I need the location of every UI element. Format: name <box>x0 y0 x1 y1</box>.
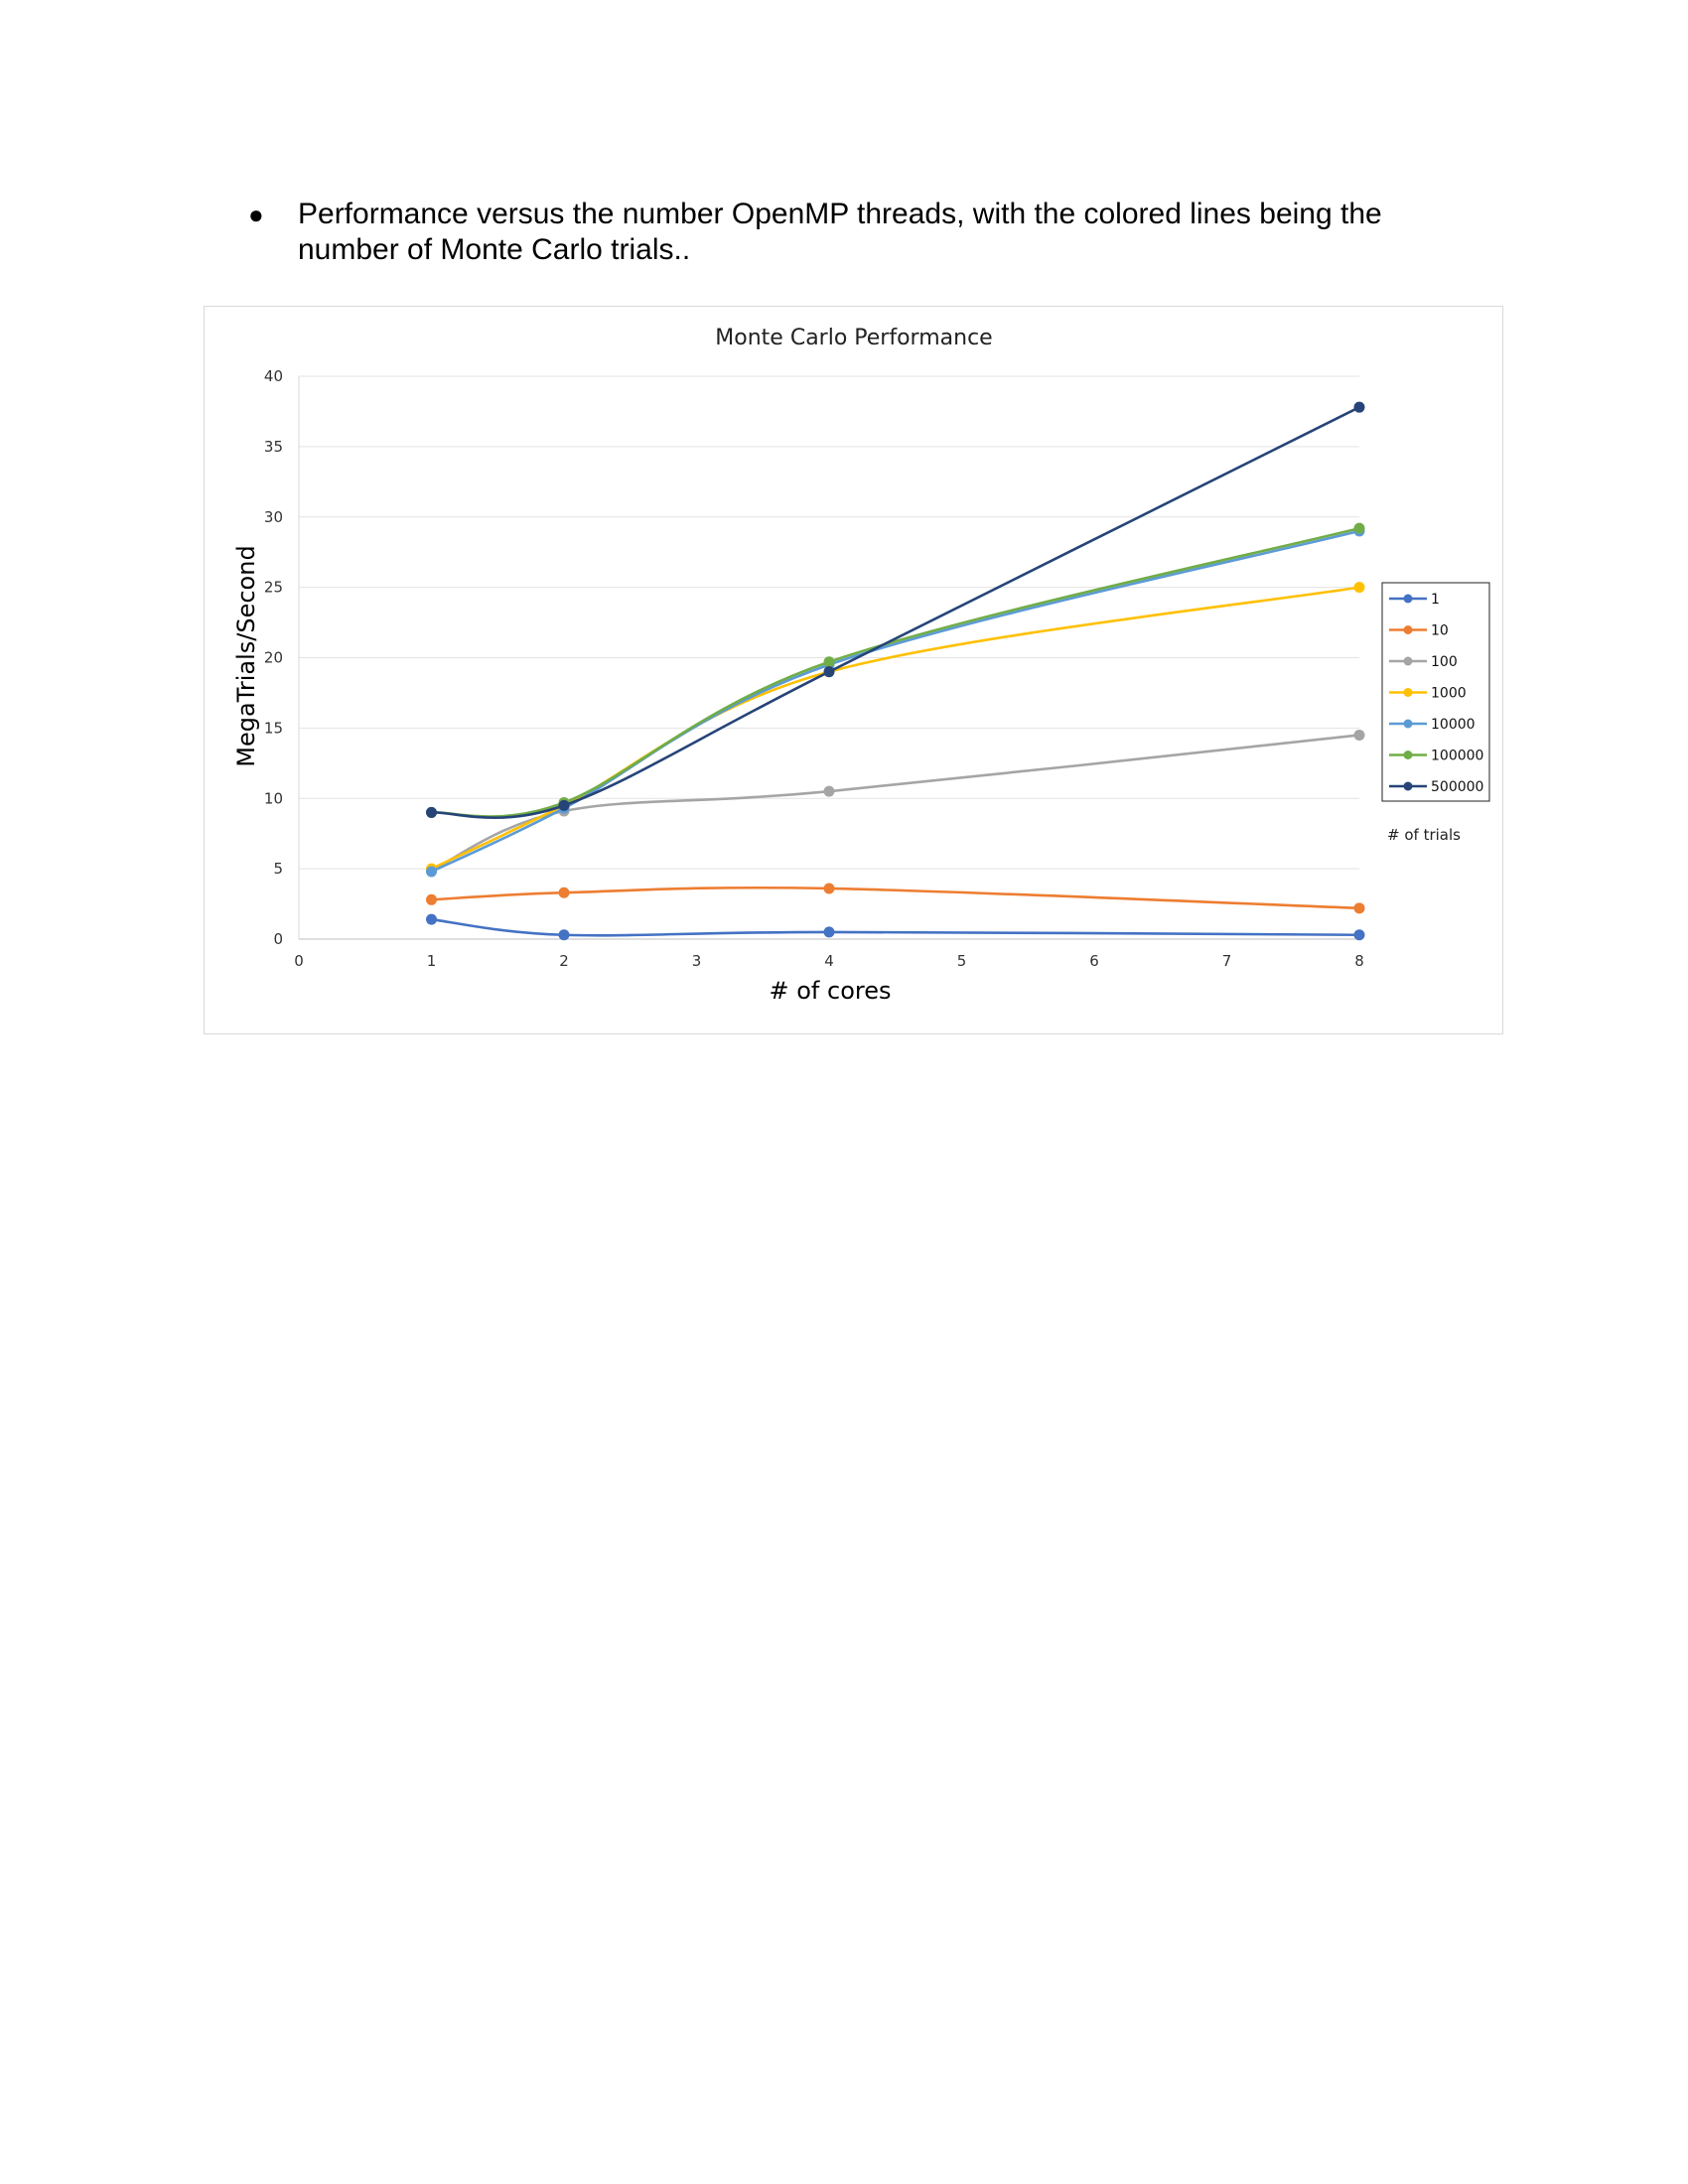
data-point <box>558 887 570 898</box>
series-line <box>431 406 1360 819</box>
legend-marker <box>1403 781 1413 791</box>
series-line <box>431 886 1360 910</box>
data-point <box>823 926 835 938</box>
legend-item: 100000 <box>1389 749 1483 764</box>
x-tick-label: 1 <box>427 952 437 970</box>
legend-label: 10000 <box>1431 717 1476 733</box>
y-tick-label: 15 <box>264 719 283 737</box>
y-tick-label: 20 <box>264 649 283 667</box>
grid <box>299 375 1359 940</box>
data-point <box>426 893 437 905</box>
data-point <box>558 799 570 811</box>
x-tick-label: 8 <box>1354 952 1364 970</box>
series-line <box>430 529 1360 874</box>
series-line <box>431 526 1360 818</box>
series-500000 <box>426 401 1365 819</box>
legend-item: 1 <box>1389 592 1440 608</box>
data-point <box>558 929 570 941</box>
data-point <box>1353 902 1365 914</box>
data-point <box>426 866 437 878</box>
series-line <box>430 734 1360 872</box>
data-point <box>1353 582 1365 594</box>
axes: 0 5 10 15 20 25 30 35 40 0 1 2 3 4 5 6 7 8 <box>264 367 1364 970</box>
legend-label: 10 <box>1431 623 1449 639</box>
data-point <box>823 656 835 668</box>
x-tick-label: 3 <box>692 952 702 970</box>
data-point <box>426 806 437 818</box>
legend-marker <box>1403 656 1413 666</box>
data-point <box>1353 401 1365 413</box>
legend-marker <box>1403 719 1413 729</box>
series-10 <box>426 883 1365 914</box>
y-tick-label: 5 <box>273 860 283 878</box>
legend-marker <box>1403 594 1413 604</box>
data-point <box>1353 522 1365 534</box>
legend-title: # of trials <box>1387 826 1461 844</box>
series-10000 <box>426 525 1365 878</box>
legend-item: 1000 <box>1389 686 1467 702</box>
legend-marker <box>1403 751 1413 759</box>
x-tick-label: 5 <box>957 952 967 970</box>
data-point <box>823 666 835 678</box>
y-tick-label: 0 <box>273 930 283 948</box>
line-chart: Monte Carlo Performance 0510152025303540… <box>232 326 1490 1005</box>
chart-frame: Monte Carlo Performance 0 5 10 15 20 25 30 35 40… <box>204 306 1503 1034</box>
y-tick-label: 35 <box>264 438 283 456</box>
legend-label: 100 <box>1431 654 1458 670</box>
bullet-text: Performance versus the number OpenMP thr… <box>298 198 1382 266</box>
x-tick-label: 7 <box>1222 952 1232 970</box>
y-tick-label: 25 <box>264 579 283 597</box>
data-point <box>1353 729 1365 741</box>
legend: 1 10 100 1000 10000 100000 500000 <box>1381 582 1490 802</box>
series-line <box>430 586 1360 871</box>
data-point <box>823 883 835 894</box>
y-tick-label: 10 <box>264 789 283 807</box>
x-tick-label: 6 <box>1089 952 1099 970</box>
legend-label: 500000 <box>1431 779 1483 795</box>
legend-item: 500000 <box>1389 779 1483 795</box>
legend-marker <box>1403 688 1413 697</box>
legend-item: 100 <box>1389 654 1458 670</box>
y-axis-label: MegaTrials/Second <box>232 545 260 766</box>
series-group <box>426 401 1365 941</box>
y-tick-label: 30 <box>264 508 283 526</box>
series-line <box>431 917 1360 937</box>
series-1 <box>426 913 1365 941</box>
x-tick-label: 4 <box>824 952 834 970</box>
y-tick-label: 40 <box>264 367 283 385</box>
legend-label: 100000 <box>1431 749 1483 764</box>
series-100000 <box>426 522 1365 818</box>
x-tick-label: 2 <box>559 952 569 970</box>
legend-item: 10000 <box>1389 717 1476 733</box>
x-axis-label: # of cores <box>770 977 892 1005</box>
legend-label: 1000 <box>1431 686 1467 702</box>
legend-label: 1 <box>1431 592 1440 608</box>
data-point <box>426 913 437 925</box>
data-point <box>823 785 835 797</box>
legend-item: 10 <box>1389 623 1449 639</box>
chart-title: Monte Carlo Performance <box>715 326 992 350</box>
data-point <box>1353 929 1365 941</box>
legend-marker <box>1403 625 1413 634</box>
bullet-symbol: ● <box>248 200 264 229</box>
x-tick-label: 0 <box>294 952 304 970</box>
